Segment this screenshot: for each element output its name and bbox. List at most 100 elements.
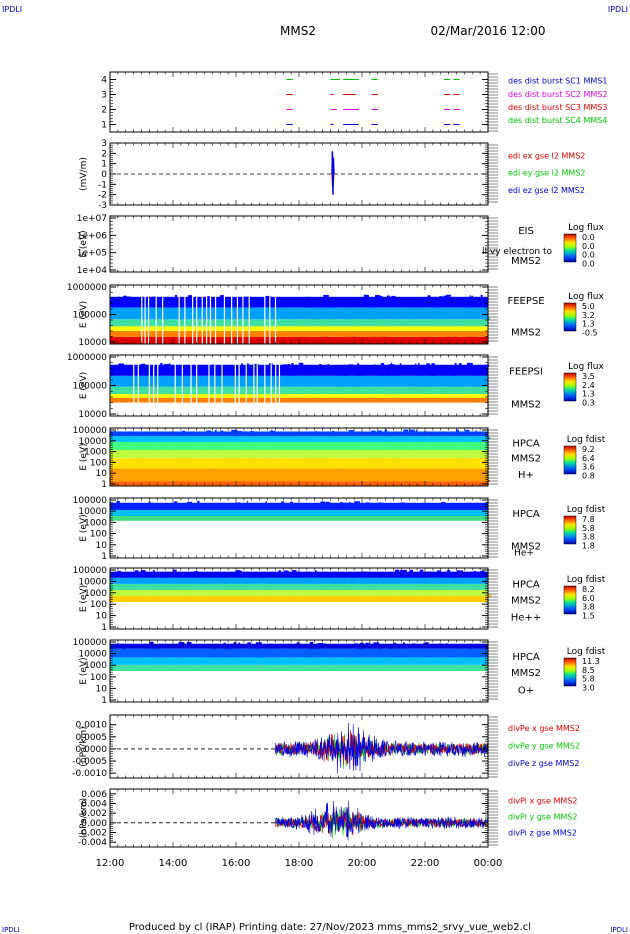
energy-band-edge <box>460 437 464 440</box>
energy-band-edge <box>156 442 161 445</box>
energy-band-edge <box>184 457 189 460</box>
energy-band-edge <box>419 395 422 398</box>
energy-band-edge <box>114 573 118 576</box>
energy-band-edge <box>443 295 449 298</box>
energy-band-edge <box>431 377 434 380</box>
energy-band-edge <box>321 307 324 310</box>
energy-band-edge <box>351 649 355 652</box>
energy-band-edge <box>416 319 422 322</box>
energy-band-edge <box>192 397 195 400</box>
instrument-text: HPCA <box>512 652 540 663</box>
energy-band-edge <box>414 480 418 483</box>
left-brand: IPDLI <box>2 5 22 14</box>
energy-band-edge <box>270 663 273 666</box>
energy-band <box>110 458 488 469</box>
energy-band-edge <box>354 643 358 646</box>
spectrogram-feepsi <box>110 355 490 416</box>
energy-band-edge <box>363 659 369 662</box>
energy-band-edge <box>371 377 375 380</box>
energy-band <box>110 657 488 665</box>
energy-band-edge <box>426 470 429 473</box>
energy-band-edge <box>219 441 224 444</box>
energy-band-edge <box>240 449 246 452</box>
instrument-text: MMS2 <box>511 256 541 267</box>
energy-band-edge <box>368 596 371 599</box>
energy-band-edge <box>222 459 224 462</box>
energy-band-edge <box>300 318 305 321</box>
energy-band-edge <box>459 363 462 366</box>
energy-band-edge <box>172 441 176 444</box>
ytick-label: 1000 <box>84 661 107 671</box>
energy-band-edge <box>318 591 320 594</box>
energy-band-edge <box>208 432 213 435</box>
energy-band-edge <box>249 319 253 322</box>
energy-band-edge <box>378 437 381 440</box>
energy-band-edge <box>180 308 187 311</box>
energy-band-edge <box>437 457 441 460</box>
energy-band-edge <box>446 366 449 369</box>
energy-band-edge <box>425 642 429 645</box>
energy-band-edge <box>274 584 279 587</box>
energy-band-edge <box>409 429 415 432</box>
energy-band-edge <box>378 375 384 378</box>
energy-band-edge <box>198 504 201 507</box>
energy-band-edge <box>157 648 160 651</box>
energy-band-edge <box>478 481 482 484</box>
energy-band-edge <box>344 364 346 367</box>
instrument-text: HPCA <box>512 509 540 520</box>
data-gap <box>196 355 198 416</box>
energy-band-edge <box>369 481 372 484</box>
energy-band-edge <box>205 327 212 330</box>
energy-band-edge <box>413 376 416 379</box>
energy-band-edge <box>456 591 460 594</box>
energy-band-edge <box>308 666 312 669</box>
energy-band-edge <box>304 336 307 339</box>
data-gap <box>181 355 183 416</box>
colorbar-tick: 0.0 <box>582 242 595 251</box>
energy-band-edge <box>368 589 372 592</box>
energy-band-edge <box>343 502 348 505</box>
energy-band-edge <box>446 387 450 390</box>
data-gap <box>231 285 233 344</box>
energy-band-edge <box>218 459 223 462</box>
energy-band-edge <box>423 443 427 446</box>
energy-band-edge <box>389 584 393 587</box>
energy-band-edge <box>344 306 346 309</box>
energy-band-edge <box>258 656 265 659</box>
energy-band-edge <box>458 467 465 470</box>
edi-series-2 <box>331 151 335 195</box>
energy-band-edge <box>240 570 242 573</box>
ytick-label: 10000 <box>78 410 107 420</box>
energy-band-edge <box>150 435 154 438</box>
energy-band-edge <box>381 597 383 600</box>
energy-band-edge <box>235 468 237 471</box>
energy-band-edge <box>401 576 408 579</box>
energy-band-edge <box>292 515 294 518</box>
energy-band-edge <box>381 572 388 575</box>
energy-band-edge <box>480 509 485 512</box>
energy-band-edge <box>133 433 139 436</box>
energy-band-edge <box>186 585 191 588</box>
energy-band-edge <box>327 364 330 367</box>
legend-entry: des dist burst SC2 MMS2 <box>508 90 607 99</box>
energy-band-edge <box>302 572 308 575</box>
energy-band-edge <box>168 326 170 329</box>
burst-intervals <box>286 79 488 125</box>
energy-band-edge <box>380 432 383 435</box>
energy-band-edge <box>129 582 135 585</box>
energy-band-edge <box>134 571 136 574</box>
energy-band-edge <box>122 297 129 300</box>
energy-band-edge <box>249 576 255 579</box>
energy-band-edge <box>379 449 382 452</box>
energy-band-edge <box>404 658 407 661</box>
energy-band-edge <box>315 431 317 434</box>
energy-band-edge <box>298 397 300 400</box>
colorbar-tick: 0.0 <box>582 260 595 269</box>
energy-band-edge <box>211 647 218 650</box>
energy-band-edge <box>308 583 315 586</box>
energy-band-edge <box>251 510 257 513</box>
energy-band-edge <box>471 295 474 298</box>
energy-band-edge <box>112 578 117 581</box>
energy-band-edge <box>345 393 348 396</box>
